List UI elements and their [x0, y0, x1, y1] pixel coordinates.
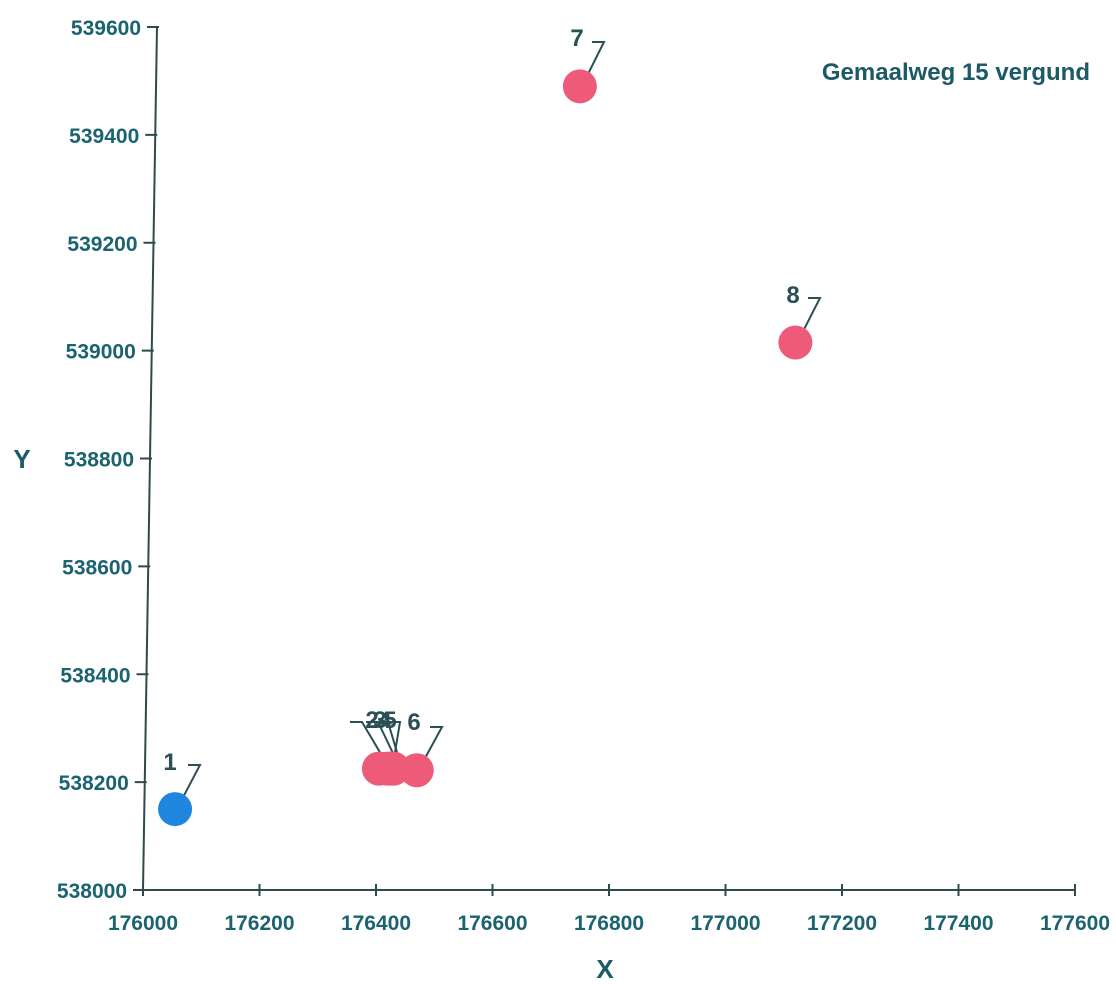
point-leader-line — [421, 726, 444, 763]
data-point-label: 1 — [163, 749, 176, 776]
data-point-label: 5 — [383, 707, 396, 734]
point-leader-line — [350, 721, 386, 762]
y-tick-label: 538000 — [57, 880, 127, 903]
data-point — [562, 69, 597, 104]
x-tick-label: 176000 — [108, 912, 178, 935]
y-axis-title: Y — [13, 444, 30, 474]
x-tick-label: 176400 — [341, 912, 411, 935]
x-tick-label: 177600 — [1040, 912, 1110, 935]
y-tick-label: 539200 — [67, 233, 137, 256]
y-tick-label: 538800 — [64, 449, 134, 472]
x-tick-label: 176600 — [457, 912, 527, 935]
y-ticks: 538000 538200 538400 538600 538800 539000 5392… — [57, 17, 159, 903]
x-tick-label: 177200 — [807, 912, 877, 935]
y-tick-label: 539600 — [71, 17, 141, 40]
axes — [142, 26, 1075, 891]
x-tick-label: 177400 — [923, 912, 993, 935]
data-point-label: 8 — [786, 282, 799, 309]
y-tick-label: 538200 — [59, 772, 129, 795]
data-point — [158, 792, 193, 827]
chart-title: Gemaalweg 15 vergund — [822, 59, 1090, 86]
data-point — [399, 753, 434, 788]
point-leader-line — [584, 41, 606, 79]
x-tick-label: 177000 — [690, 912, 760, 935]
data-point-label: 6 — [407, 709, 420, 736]
data-point — [778, 325, 813, 360]
x-axis-title: X — [596, 954, 614, 984]
data-point-label: 2 — [365, 707, 378, 734]
data-point-label: 3 — [373, 707, 386, 734]
point-leader-line — [800, 297, 822, 335]
x-tick-label: 176800 — [574, 912, 644, 935]
y-tick-label: 538400 — [60, 664, 130, 687]
point-leader-line — [180, 764, 202, 802]
data-point-label: 7 — [570, 25, 583, 52]
x-tick-label: 176200 — [224, 912, 294, 935]
x-ticks: 176000 176200 176400 176600 176800 177000 1772… — [108, 884, 1110, 935]
y-tick-label: 538600 — [62, 556, 132, 579]
y-tick-label: 539000 — [66, 341, 136, 364]
point-leader-line — [376, 721, 401, 761]
y-tick-label: 539400 — [69, 125, 139, 148]
